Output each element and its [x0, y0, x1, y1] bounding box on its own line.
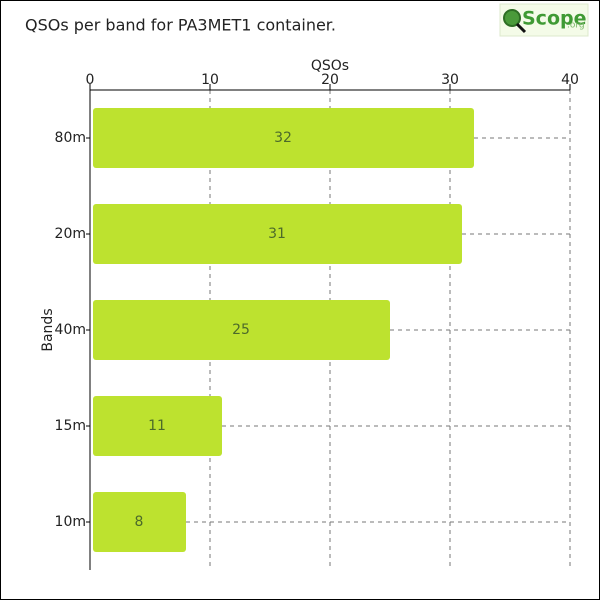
bar [93, 492, 186, 552]
x-tick-label: 20 [321, 72, 339, 88]
value-label: 25 [232, 322, 250, 338]
logo: Scope .org [499, 3, 589, 37]
x-tick-label: 40 [561, 72, 579, 88]
logo-icon [503, 9, 521, 27]
bar [93, 300, 390, 360]
logo-handle [515, 22, 527, 34]
y-tick-label: 10m [55, 514, 86, 530]
x-tick-label: 0 [86, 72, 95, 88]
y-tick-label: 80m [55, 130, 86, 146]
y-tick-label: 40m [55, 322, 86, 338]
y-tick-label: 15m [55, 418, 86, 434]
bar [93, 108, 474, 168]
value-label: 8 [135, 514, 144, 530]
chart-title: QSOs per band for PA3MET1 container. [25, 16, 336, 35]
logo-suffix: .org [567, 21, 585, 31]
x-tick-label: 10 [201, 72, 219, 88]
bar [93, 204, 462, 264]
x-axis-label: QSOs [311, 58, 349, 74]
value-label: 32 [274, 130, 292, 146]
logo-text: Scope [522, 8, 587, 30]
bar [93, 396, 222, 456]
y-axis-label: Bands [40, 308, 56, 351]
x-tick-label: 30 [441, 72, 459, 88]
value-label: 31 [268, 226, 286, 242]
y-tick-label: 20m [55, 226, 86, 242]
value-label: 11 [148, 418, 166, 434]
